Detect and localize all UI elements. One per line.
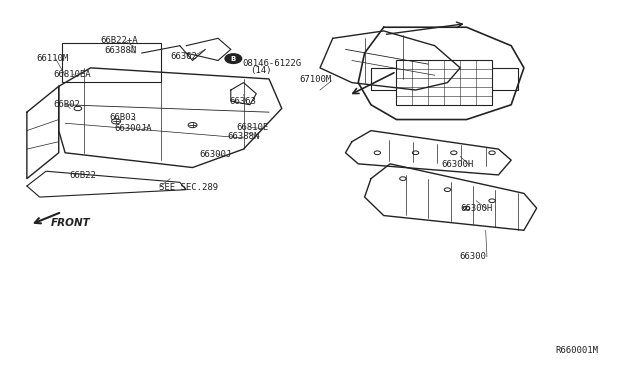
Bar	[396, 61, 492, 105]
Text: R660001M: R660001M	[556, 346, 599, 355]
Text: 66810E: 66810E	[236, 123, 268, 132]
Text: 66300H: 66300H	[460, 203, 492, 213]
Text: 66300: 66300	[459, 251, 486, 261]
Text: FRONT: FRONT	[51, 218, 91, 228]
Text: 66B22+A: 66B22+A	[100, 36, 138, 45]
Text: 67100M: 67100M	[300, 75, 332, 84]
Text: 66B02: 66B02	[54, 100, 81, 109]
Text: 66362: 66362	[170, 52, 197, 61]
Text: 66810EA: 66810EA	[54, 70, 92, 78]
Text: 66B22: 66B22	[70, 171, 97, 180]
Text: 66300J: 66300J	[199, 150, 231, 159]
Circle shape	[225, 54, 242, 63]
Text: 66388N: 66388N	[104, 46, 137, 55]
Text: 66363: 66363	[230, 97, 257, 106]
Text: SEE SEC.289: SEE SEC.289	[159, 183, 218, 192]
Text: (14): (14)	[250, 66, 271, 75]
Text: 66110M: 66110M	[36, 54, 68, 63]
Text: B: B	[230, 56, 236, 62]
Text: 66388N: 66388N	[228, 132, 260, 141]
Text: 08146-6122G: 08146-6122G	[243, 59, 301, 68]
Text: 66300JA: 66300JA	[115, 124, 152, 132]
Text: 66300H: 66300H	[441, 160, 474, 169]
Text: 66B03: 66B03	[109, 113, 136, 122]
